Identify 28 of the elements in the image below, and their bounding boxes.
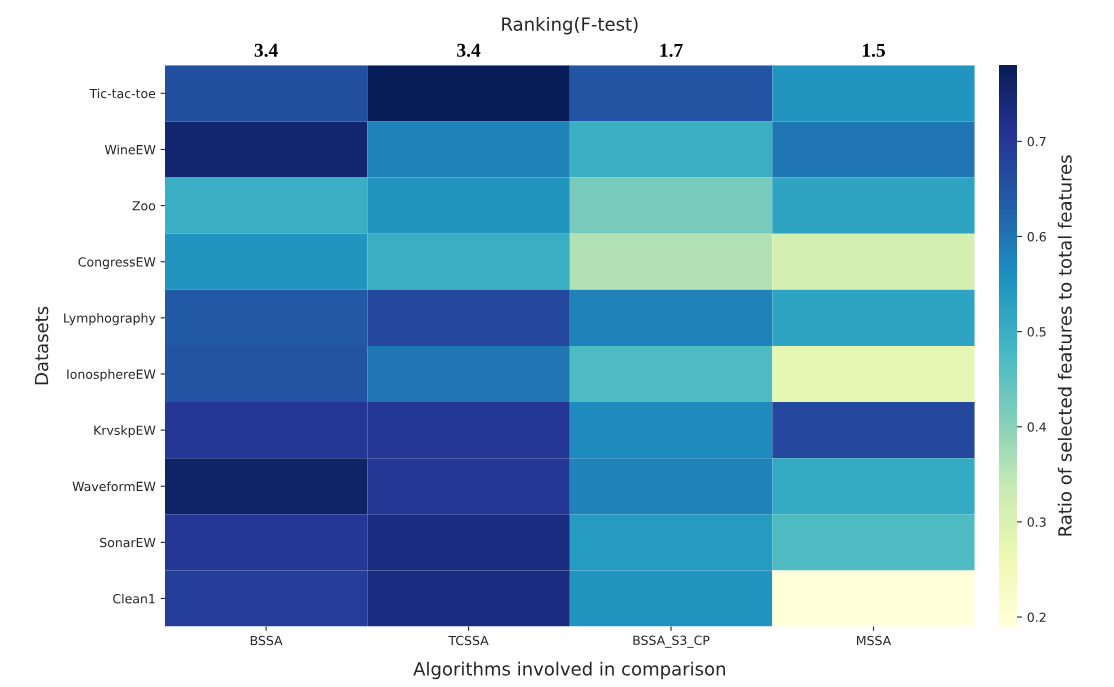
text: 3.4 [254, 43, 278, 57]
color-bar-label: 0.4 [1027, 422, 1046, 432]
x-tick-label: BSSA [250, 635, 283, 646]
y-tick-label: Zoo [132, 201, 156, 211]
text: 1.5 [862, 43, 885, 57]
y-tick-label: Clean1 [113, 593, 155, 604]
text: 3.4 [457, 43, 481, 57]
y-tick-label: WineEW [104, 144, 156, 155]
color-bar-label: 0.2 [1027, 612, 1046, 622]
x2-axis-title: Ranking(F-test) [502, 16, 638, 35]
y-tick-label: WaveformEW [72, 481, 156, 492]
y-tick-label: IonosphereEW [67, 369, 156, 382]
color-bar-label: 0.5 [1027, 327, 1046, 337]
y-axis-title: Datasets [34, 306, 49, 385]
color-bar-label: 0.7 [1027, 136, 1046, 147]
y-tick-label: CongressEW [78, 257, 156, 270]
x-tick-label: BSSA_S3_CP [633, 635, 710, 648]
x-tick-label: TCSSA [448, 635, 489, 646]
y-tick-label: Tic-tac-toe [89, 88, 156, 99]
text: 1.7 [660, 43, 683, 57]
x-tick-label: MSSA [857, 635, 892, 646]
color-bar-label: 0.6 [1027, 231, 1046, 242]
color-bar-label: 0.3 [1027, 517, 1046, 527]
y-tick-label: KrvskpEW [94, 425, 156, 438]
x-axis-title: Algorithms involved in comparison [413, 661, 725, 680]
y-tick-label: Lymphography [64, 313, 156, 326]
y-tick-label: SonarEW [100, 537, 156, 548]
color-bar-title: Ratio of selected features to total features [1057, 155, 1072, 536]
